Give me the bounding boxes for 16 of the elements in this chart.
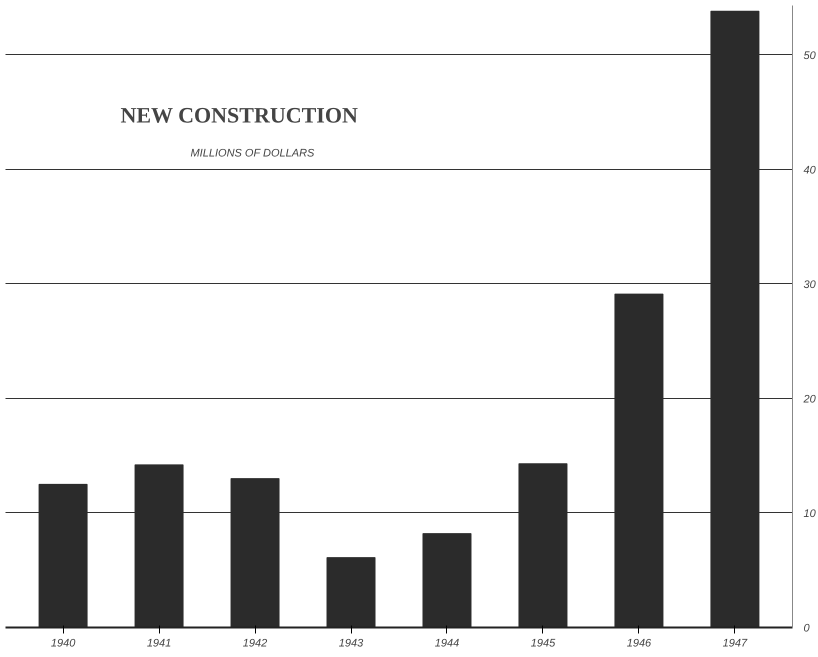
y-tick-label: 10 xyxy=(804,508,817,520)
x-tick-label: 1944 xyxy=(434,638,460,650)
text: NEW CONSTRUCTION xyxy=(120,102,358,128)
text: MILLIONS OF DOLLARS xyxy=(190,148,316,160)
x-tick-label: 1946 xyxy=(626,638,652,650)
x-tick-label: 1945 xyxy=(530,638,556,650)
y-tick-label: 40 xyxy=(804,164,817,176)
y-tick-label: 20 xyxy=(802,393,817,406)
y-tick-label: 30 xyxy=(804,278,817,291)
x-tick-label: 1947 xyxy=(722,638,748,650)
x-tick-label: 1941 xyxy=(146,638,172,650)
x-tick-label: 1943 xyxy=(338,638,364,650)
y-tick-label: 50 xyxy=(804,50,817,62)
x-tick-label: 1940 xyxy=(50,638,76,650)
x-tick-label: 1942 xyxy=(242,638,268,650)
y-tick-label: 0 xyxy=(804,622,810,634)
